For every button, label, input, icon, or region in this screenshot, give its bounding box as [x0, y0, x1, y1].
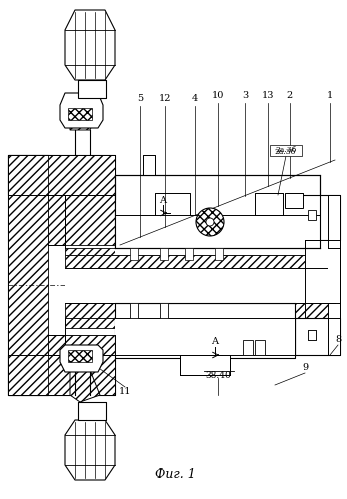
Text: 38.40: 38.40 [205, 370, 231, 380]
Bar [308, 210, 316, 220]
Bar [143, 155, 155, 175]
Bar [48, 335, 65, 355]
Bar [115, 303, 295, 358]
Bar [115, 175, 320, 248]
Bar [308, 330, 316, 340]
Bar [155, 193, 190, 215]
Bar [328, 195, 340, 355]
Text: 1: 1 [327, 90, 333, 99]
Bar [65, 268, 335, 303]
Bar [255, 193, 283, 215]
Bar [130, 303, 138, 318]
Bar [78, 402, 106, 420]
Bar [65, 255, 335, 268]
Bar [305, 240, 340, 303]
Polygon shape [65, 10, 115, 80]
Bar [328, 195, 340, 240]
Bar [48, 195, 65, 245]
Bar [115, 175, 320, 248]
Polygon shape [70, 370, 100, 402]
Bar [255, 193, 283, 215]
Bar [295, 318, 340, 355]
Bar [295, 195, 340, 240]
Bar [78, 80, 106, 98]
Bar [65, 335, 115, 355]
Bar [160, 303, 168, 318]
Text: 3: 3 [242, 90, 248, 99]
Circle shape [196, 208, 224, 236]
Text: A: A [212, 337, 219, 346]
Text: 2а.3б: 2а.3б [274, 148, 296, 156]
Bar [115, 303, 295, 358]
Bar [48, 195, 115, 335]
Bar [68, 350, 92, 362]
Bar [328, 248, 340, 303]
Bar [215, 248, 223, 260]
Bar [130, 248, 138, 260]
Bar [243, 340, 253, 355]
Circle shape [206, 218, 214, 226]
Text: 13: 13 [262, 90, 274, 99]
Bar [285, 193, 303, 208]
Bar [78, 402, 106, 420]
Bar [155, 193, 190, 215]
Text: A: A [160, 196, 167, 205]
Text: 10: 10 [212, 90, 224, 99]
Text: 2: 2 [287, 90, 293, 99]
Bar [285, 193, 303, 208]
Bar [115, 200, 320, 255]
Bar [65, 318, 335, 328]
Bar [8, 155, 48, 395]
Bar [243, 340, 253, 355]
Bar [8, 355, 115, 395]
Bar [143, 155, 155, 175]
Bar [65, 335, 115, 355]
Bar [65, 248, 335, 255]
Bar [65, 255, 335, 268]
Bar [308, 210, 316, 220]
Bar [65, 195, 115, 245]
Polygon shape [70, 98, 100, 130]
Bar [180, 355, 230, 375]
Bar [65, 248, 335, 255]
Bar [295, 318, 340, 355]
Bar [8, 155, 115, 195]
Bar [185, 248, 193, 260]
Bar [295, 195, 340, 240]
Bar [68, 108, 92, 120]
Bar [8, 155, 115, 195]
Text: 8: 8 [335, 335, 341, 344]
Bar [48, 335, 65, 355]
Bar [160, 248, 168, 260]
Bar [65, 303, 335, 318]
Text: Фиг. 1: Фиг. 1 [155, 469, 195, 482]
Text: 2а.3б: 2а.3б [275, 146, 297, 154]
Bar [160, 303, 168, 318]
Bar [328, 318, 340, 355]
Bar [308, 330, 316, 340]
Text: 11: 11 [119, 388, 131, 397]
Bar [255, 340, 265, 355]
Text: 5: 5 [137, 93, 143, 102]
Polygon shape [60, 345, 103, 372]
Polygon shape [60, 93, 103, 128]
Bar [270, 145, 302, 156]
Bar [8, 155, 48, 395]
Bar [180, 355, 230, 375]
Bar [115, 318, 295, 355]
Bar [65, 195, 115, 245]
Bar [78, 80, 106, 98]
Polygon shape [65, 420, 115, 480]
Bar [65, 318, 335, 328]
Text: 12: 12 [159, 93, 171, 102]
Bar [8, 355, 115, 395]
Text: 9: 9 [302, 363, 308, 372]
Bar [130, 303, 138, 318]
Text: 4: 4 [192, 93, 198, 102]
Bar [48, 195, 65, 245]
Bar [65, 303, 335, 318]
